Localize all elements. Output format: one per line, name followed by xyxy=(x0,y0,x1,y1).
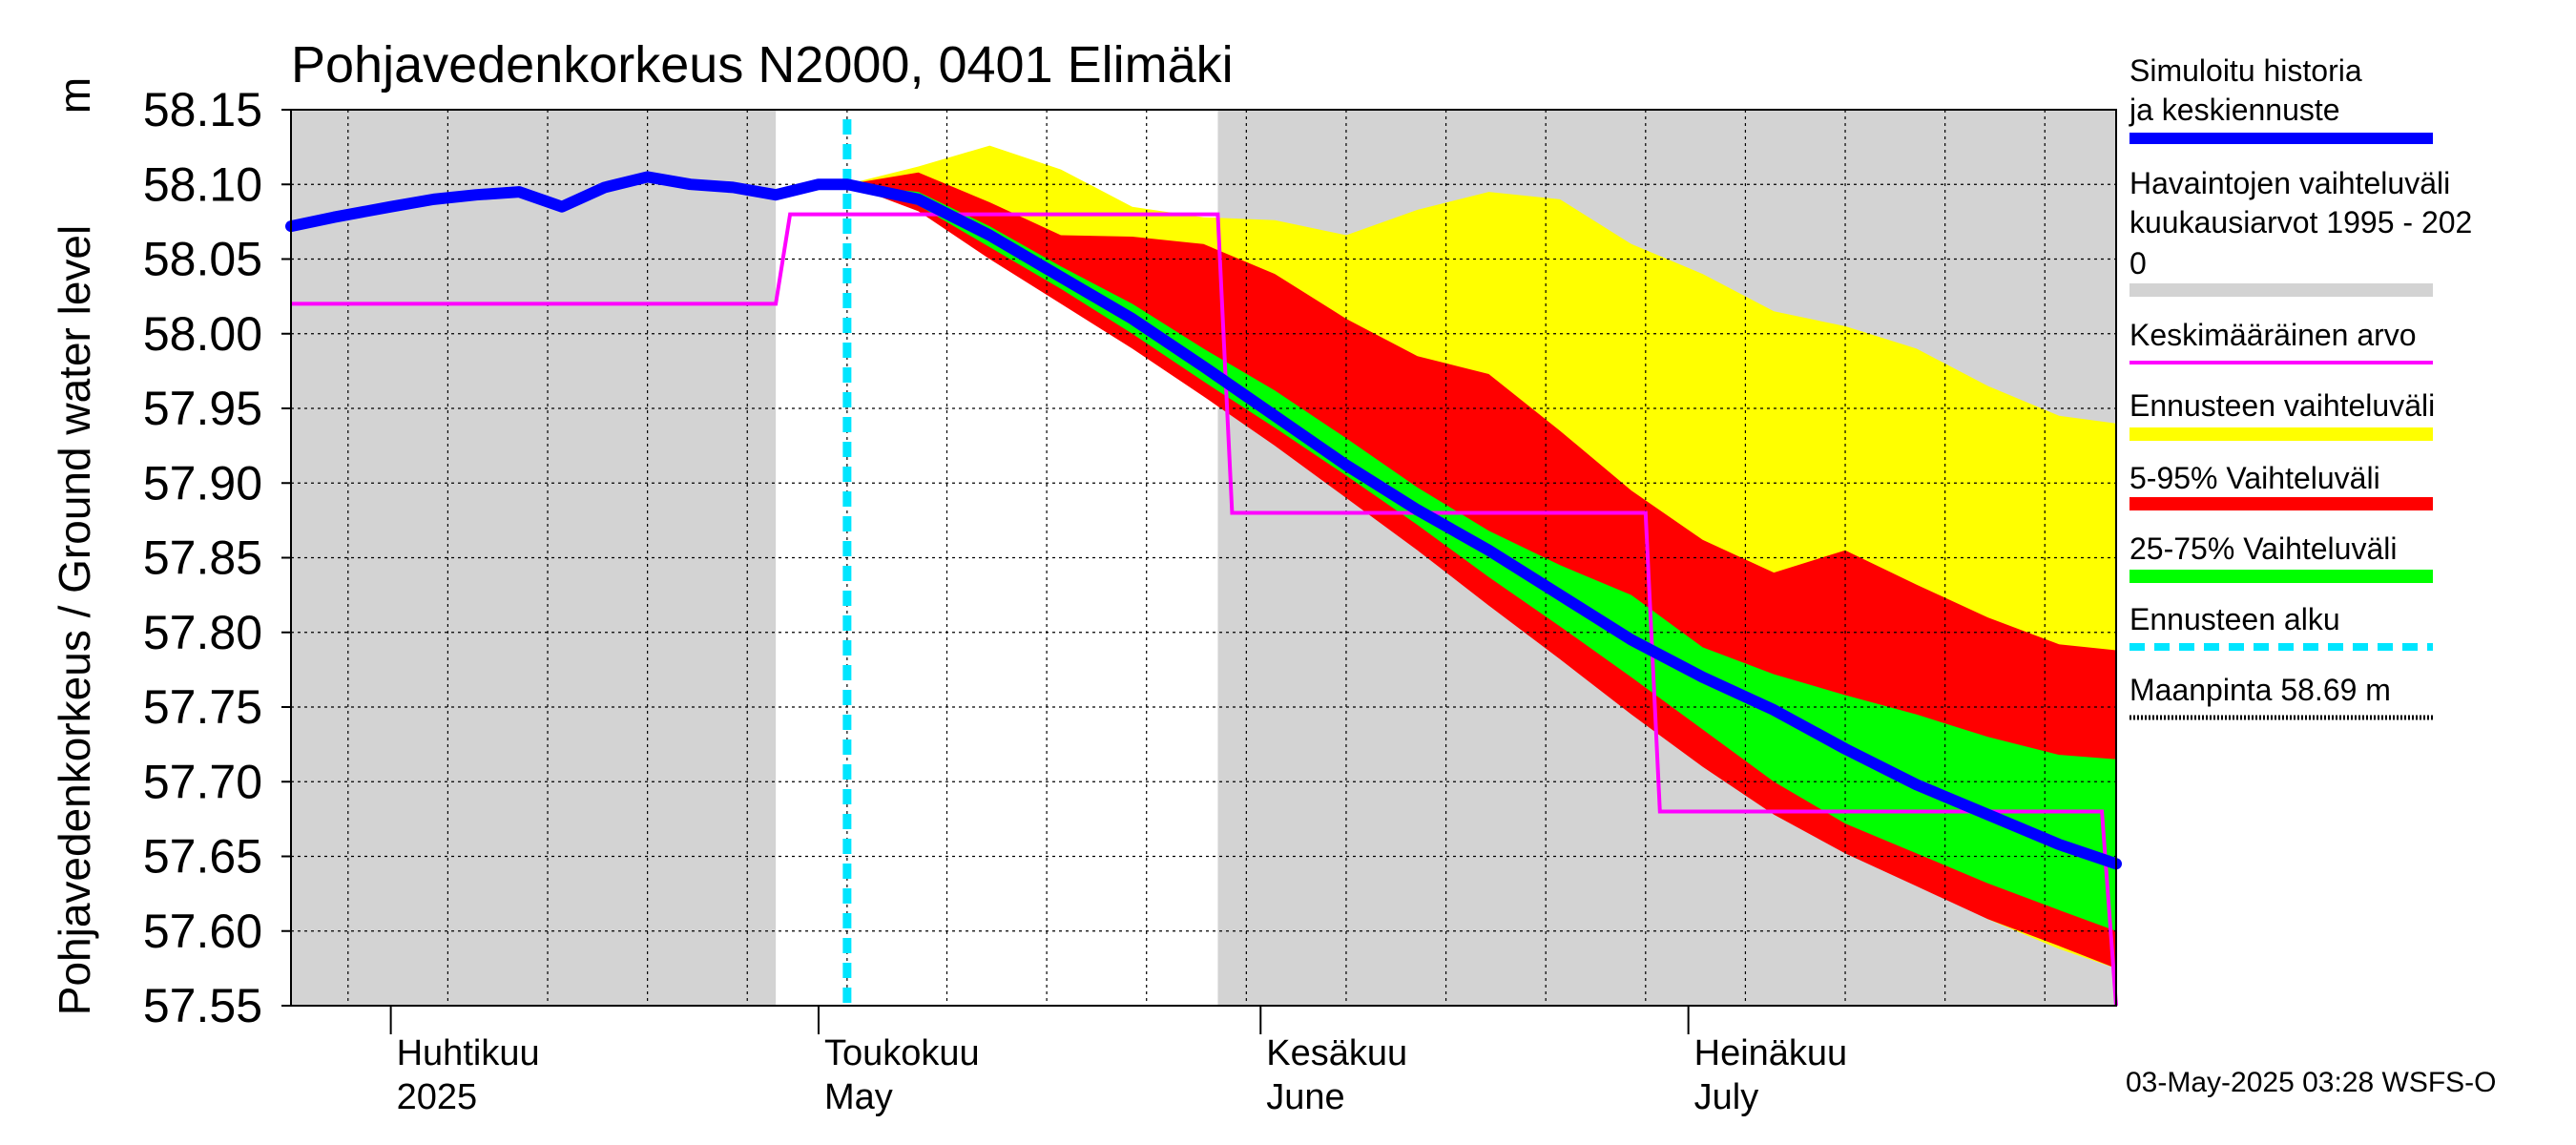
footer-timestamp: 03-May-2025 03:28 WSFS-O xyxy=(2126,1067,2497,1098)
y-tick-label: 58.15 xyxy=(143,83,262,136)
y-tick-label: 57.95 xyxy=(143,382,262,435)
x-month-sublabel: July xyxy=(1694,1077,1759,1117)
legend-label: 5-95% Vaihteluväli xyxy=(2129,461,2380,495)
legend-swatch-band xyxy=(2129,283,2433,297)
y-tick-label: 57.75 xyxy=(143,680,262,734)
x-month-label: Toukokuu xyxy=(824,1033,980,1073)
legend-swatch-band xyxy=(2129,427,2433,441)
legend-label: Ennusteen alku xyxy=(2129,602,2340,636)
x-month-label: Huhtikuu xyxy=(397,1033,540,1073)
series-line-median xyxy=(285,171,2122,870)
legend-label: Ennusteen vaihteluväli xyxy=(2129,388,2435,423)
x-month-sublabel: June xyxy=(1266,1077,1344,1117)
y-tick-label: 57.80 xyxy=(143,606,262,659)
grid-lines xyxy=(291,109,2116,1007)
y-tick-label: 57.70 xyxy=(143,755,262,808)
series-lines xyxy=(285,119,2122,1007)
legend-label: kuukausiarvot 1995 - 202 xyxy=(2129,205,2472,239)
x-month-label: Heinäkuu xyxy=(1694,1033,1848,1073)
legend-label: 0 xyxy=(2129,246,2147,281)
chart-title: Pohjavedenkorkeus N2000, 0401 Elimäki xyxy=(291,36,1234,94)
y-tick-label: 58.00 xyxy=(143,307,262,361)
y-axis-label: Pohjavedenkorkeus / Ground water level xyxy=(50,225,99,1015)
legend-swatch-band xyxy=(2129,570,2433,583)
y-tick-label: 58.05 xyxy=(143,233,262,286)
y-tick-label: 57.60 xyxy=(143,905,262,958)
y-tick-label: 57.85 xyxy=(143,531,262,585)
y-axis-unit: m xyxy=(50,77,99,114)
y-tick-label: 57.65 xyxy=(143,830,262,884)
y-axis-ticks: 58.15 58.10 58.05 58.00 57.95 57.90 57.85 57.80… xyxy=(143,83,291,1032)
legend-label: Maanpinta 58.69 m xyxy=(2129,673,2391,707)
series-line-mean xyxy=(291,212,2118,1007)
plot-area xyxy=(285,109,2122,1007)
y-tick-label: 58.10 xyxy=(143,157,262,211)
legend: Simuloitu historia ja keskiennuste Havaint… xyxy=(2129,53,2472,720)
legend-label: ja keskiennuste xyxy=(2129,93,2340,127)
x-month-label: Kesäkuu xyxy=(1266,1033,1407,1073)
legend-swatch-band xyxy=(2129,497,2433,510)
legend-label: 25-75% Vaihteluväli xyxy=(2129,531,2397,566)
x-month-sublabel: May xyxy=(824,1077,893,1117)
legend-label: Simuloitu historia xyxy=(2129,53,2362,88)
y-tick-label: 57.55 xyxy=(143,979,262,1032)
legend-label: Keskimääräinen arvo xyxy=(2129,318,2417,352)
y-tick-label: 57.90 xyxy=(143,456,262,510)
x-month-sublabel: 2025 xyxy=(397,1077,478,1117)
legend-label: Havaintojen vaihteluväli xyxy=(2129,166,2450,200)
